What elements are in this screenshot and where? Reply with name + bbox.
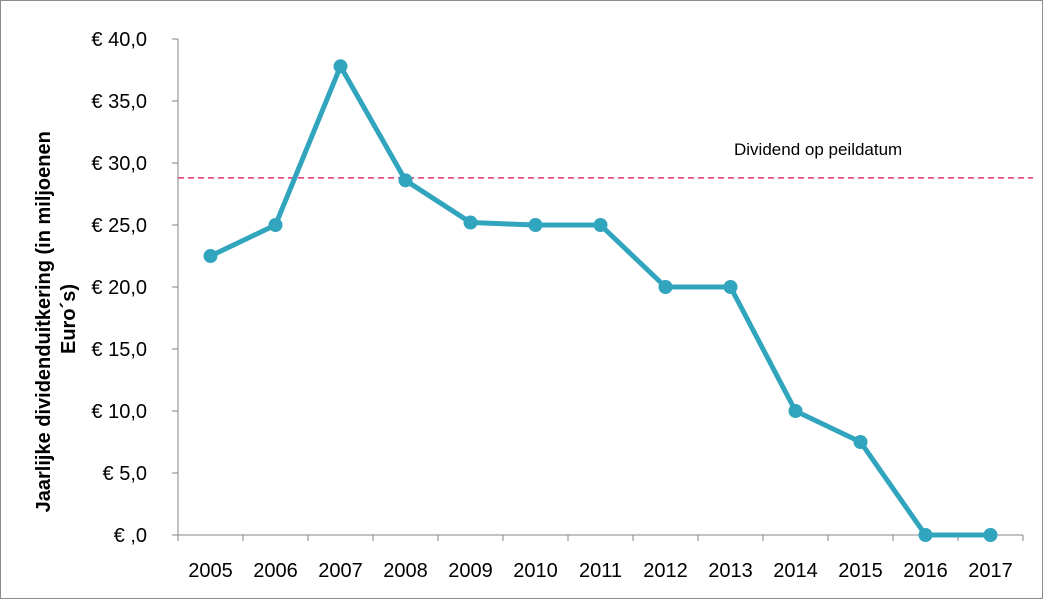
x-tick-label: 2013: [708, 560, 753, 582]
data-point: [463, 215, 478, 230]
x-tick-label: 2006: [253, 560, 298, 582]
x-tick-label: 2007: [318, 560, 363, 582]
x-tick-label: 2008: [383, 560, 428, 582]
data-point: [398, 173, 413, 188]
data-point: [203, 249, 218, 263]
x-tick-label: 2009: [448, 560, 493, 582]
y-tick-label: € 10,0: [91, 401, 147, 423]
y-axis-title-line-2: Euro´s): [58, 284, 80, 354]
y-tick-labels: € ,0 € 5,0 € 10,0 € 15,0 € 20,0 € 25,0 € 30,0 €…: [91, 29, 147, 547]
series-group: [203, 59, 998, 542]
data-point: [723, 280, 738, 294]
y-tick-label: € 25,0: [91, 215, 147, 237]
reference-line-group: Dividend op peildatum: [178, 140, 1033, 179]
x-tick-label: 2010: [513, 560, 558, 582]
reference-line-label: Dividend op peildatum: [734, 140, 902, 159]
x-tick-label: 2012: [643, 560, 688, 582]
y-axis-title-line-1: Jaarlijke dividenduitkering (in miljoene…: [33, 131, 55, 512]
x-tick-labels: 2005 2006 2007 2008 2009 2010 2011 2012 2013 2014…: [188, 560, 1013, 582]
data-point: [333, 59, 348, 74]
y-tick-label: € 20,0: [91, 277, 147, 299]
y-tick-label: € 40,0: [91, 29, 147, 51]
data-point: [788, 404, 803, 418]
data-point: [528, 218, 543, 232]
data-point: [918, 528, 933, 542]
y-axis-title: Jaarlijke dividenduitkering (in miljoene…: [33, 126, 80, 513]
y-tick-label: € ,0: [114, 525, 147, 547]
data-point: [268, 218, 283, 232]
y-tick-label: € 5,0: [103, 463, 147, 485]
data-point: [658, 280, 673, 294]
x-tick-label: 2015: [838, 560, 883, 582]
data-point: [853, 435, 868, 449]
y-tick-label: € 35,0: [91, 91, 147, 113]
axes: [172, 38, 1024, 541]
y-tick-label: € 15,0: [91, 339, 147, 361]
x-tick-label: 2005: [188, 560, 233, 582]
y-tick-label: € 30,0: [91, 153, 147, 175]
data-point: [983, 528, 998, 542]
x-tick-label: 2011: [579, 560, 622, 582]
data-point: [593, 218, 608, 232]
x-tick-label: 2017: [968, 560, 1013, 582]
x-tick-label: 2016: [903, 560, 948, 582]
x-tick-label: 2014: [773, 560, 818, 582]
series-line: [209, 63, 991, 538]
